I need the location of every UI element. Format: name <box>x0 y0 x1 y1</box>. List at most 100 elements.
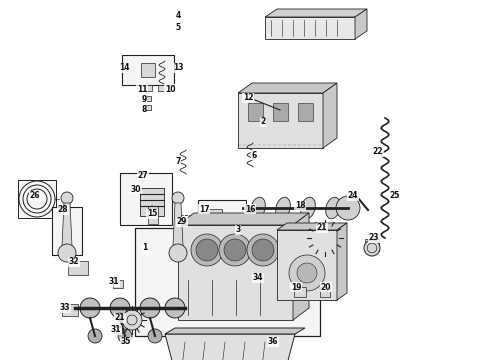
Text: 18: 18 <box>294 202 305 211</box>
Circle shape <box>219 234 251 266</box>
Text: 24: 24 <box>348 192 358 201</box>
Bar <box>365 239 379 251</box>
Circle shape <box>169 244 187 262</box>
Bar <box>145 105 151 110</box>
Text: 33: 33 <box>60 303 70 312</box>
Circle shape <box>364 240 380 256</box>
Text: 26: 26 <box>30 192 40 201</box>
Polygon shape <box>355 9 367 39</box>
Circle shape <box>58 244 76 262</box>
Text: 29: 29 <box>177 217 187 226</box>
Text: 13: 13 <box>173 63 183 72</box>
Text: 15: 15 <box>147 210 157 219</box>
Polygon shape <box>165 328 305 334</box>
Text: 3: 3 <box>235 225 241 234</box>
Circle shape <box>165 298 185 318</box>
Circle shape <box>196 239 218 261</box>
Text: 10: 10 <box>165 85 175 94</box>
Bar <box>144 85 152 91</box>
Circle shape <box>110 298 130 318</box>
Text: 19: 19 <box>291 283 301 292</box>
Text: 27: 27 <box>138 171 148 180</box>
Text: 14: 14 <box>119 63 129 72</box>
Polygon shape <box>337 223 347 300</box>
Text: 4: 4 <box>175 12 181 21</box>
Text: 7: 7 <box>175 158 181 166</box>
Text: 6: 6 <box>251 150 257 159</box>
Polygon shape <box>62 203 72 246</box>
Bar <box>180 215 260 250</box>
Text: 25: 25 <box>390 192 400 201</box>
Bar <box>298 103 313 121</box>
Ellipse shape <box>276 197 291 219</box>
Text: 21: 21 <box>317 224 327 233</box>
Text: 16: 16 <box>245 204 255 213</box>
Circle shape <box>297 263 317 283</box>
Text: 9: 9 <box>142 95 147 104</box>
Text: 23: 23 <box>369 234 379 243</box>
Circle shape <box>122 310 142 330</box>
Bar <box>229 215 241 229</box>
Text: 5: 5 <box>175 23 180 32</box>
Bar <box>265 17 355 39</box>
Circle shape <box>172 192 184 204</box>
Bar <box>114 327 122 333</box>
Text: 35: 35 <box>121 338 131 346</box>
Ellipse shape <box>251 197 266 219</box>
Bar <box>141 63 155 77</box>
Text: 21: 21 <box>115 314 125 323</box>
Bar <box>120 173 172 225</box>
Bar <box>158 85 166 91</box>
Circle shape <box>61 192 73 204</box>
Polygon shape <box>265 9 367 17</box>
Circle shape <box>118 329 132 343</box>
Polygon shape <box>173 203 183 246</box>
Bar <box>122 55 174 85</box>
Text: 31: 31 <box>109 278 119 287</box>
Bar <box>135 228 320 336</box>
Bar <box>62 304 78 316</box>
Circle shape <box>252 239 274 261</box>
Circle shape <box>247 234 279 266</box>
Polygon shape <box>323 83 337 148</box>
Text: 28: 28 <box>58 206 68 215</box>
Ellipse shape <box>326 197 341 219</box>
Circle shape <box>289 255 325 291</box>
Circle shape <box>148 206 156 214</box>
Polygon shape <box>277 223 347 230</box>
Text: 11: 11 <box>137 85 147 94</box>
Polygon shape <box>178 213 309 225</box>
Bar <box>68 261 88 275</box>
Bar <box>148 206 158 224</box>
Polygon shape <box>165 334 295 360</box>
Ellipse shape <box>301 197 316 219</box>
Circle shape <box>140 298 160 318</box>
Text: 34: 34 <box>253 274 263 283</box>
Bar <box>238 93 323 148</box>
Text: 31: 31 <box>111 325 121 334</box>
Circle shape <box>311 224 339 252</box>
Text: 20: 20 <box>321 283 331 292</box>
Text: 30: 30 <box>131 184 141 194</box>
Text: 22: 22 <box>373 148 383 157</box>
Circle shape <box>148 329 162 343</box>
Bar <box>320 287 330 297</box>
Bar <box>273 103 288 121</box>
Circle shape <box>88 329 102 343</box>
Text: 2: 2 <box>260 117 266 126</box>
Circle shape <box>336 196 360 220</box>
Bar <box>52 207 82 255</box>
Polygon shape <box>238 83 337 93</box>
Bar <box>198 200 246 238</box>
Text: 17: 17 <box>198 204 209 213</box>
Bar <box>145 96 151 101</box>
Text: 8: 8 <box>141 104 147 113</box>
Text: 36: 36 <box>268 338 278 346</box>
Bar <box>248 103 263 121</box>
Bar <box>277 230 337 300</box>
Bar <box>294 287 306 297</box>
Text: 1: 1 <box>143 243 147 252</box>
Circle shape <box>191 234 223 266</box>
Bar <box>178 225 293 320</box>
Text: 32: 32 <box>69 257 79 266</box>
